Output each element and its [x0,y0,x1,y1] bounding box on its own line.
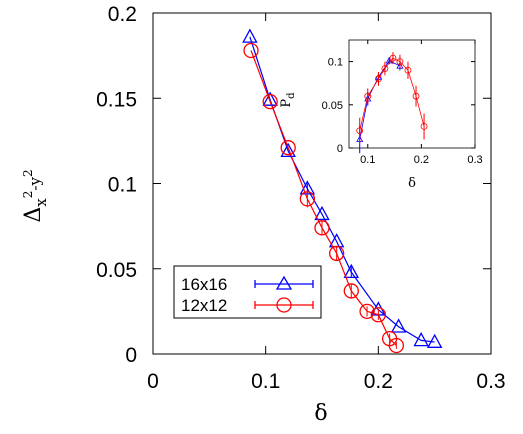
main-point-12x12 [388,337,405,354]
inset-point-12x12 [381,65,389,72]
inset-point-12x12 [404,66,412,74]
main-point-16x16 [343,263,360,279]
inset-point-12x12 [375,75,382,83]
y-axis-label: Δx2-y2 [21,169,50,222]
main-point-16x16 [242,28,258,43]
legend-marker-triangle [275,275,293,290]
inset-x-tick-label: 0.1 [360,154,375,166]
main-point-12x12 [280,140,296,156]
inset-point-12x12 [356,127,364,135]
main-point-16x16 [413,331,429,347]
inset-point-12x12 [412,92,420,100]
main-series-line-16x16 [249,36,435,343]
x-axis-label: δ [314,401,327,426]
main-y-tick-label: 0.2 [108,3,137,26]
main-point-16x16 [314,205,330,221]
legend-label-12x12: 12x12 [181,296,227,315]
main-x-tick-label: 0.1 [251,370,280,393]
inset-point-12x12 [389,54,397,62]
main-x-tick-label: 0 [147,370,159,393]
main-point-12x12 [262,94,278,110]
main-x-tick-label: 0.3 [476,370,505,393]
inset-point-12x12 [364,92,372,100]
main-y-tick-label: 0.1 [108,174,137,197]
inset-y-axis-label: Pd [279,92,297,108]
main-point-12x12 [314,220,330,236]
legend-label-16x16: 16x16 [181,275,227,294]
main-point-16x16 [390,318,407,333]
main-point-16x16 [280,142,296,158]
main-point-12x12 [243,42,259,59]
main-point-16x16 [262,91,278,106]
main-point-12x12 [328,245,345,262]
main-x-tick-label: 0.2 [364,370,393,393]
main-point-12x12 [299,191,316,207]
inset-point-12x12 [420,123,428,130]
inset-point-12x12 [396,58,404,65]
legend-box [173,265,322,319]
inset-y-tick-label: 0.1 [328,57,343,69]
main-y-tick-label: 0.05 [96,259,137,282]
inset-x-tick-label: 0.3 [467,154,482,166]
inset-x-tick-label: 0.2 [414,154,429,166]
inset-y-tick-label: 0.05 [322,100,343,112]
main-y-tick-label: 0 [125,344,137,367]
main-y-tick-label: 0.15 [96,88,137,111]
main-point-16x16 [426,333,443,348]
main-point-12x12 [359,303,375,320]
inset-y-tick-label: 0 [337,143,343,155]
legend: 16x16 12x12 [173,265,322,319]
inset-x-axis-label: δ [408,176,416,191]
legend-marker-circle [276,297,292,313]
main-point-12x12 [370,307,386,323]
main-point-12x12 [343,283,359,299]
